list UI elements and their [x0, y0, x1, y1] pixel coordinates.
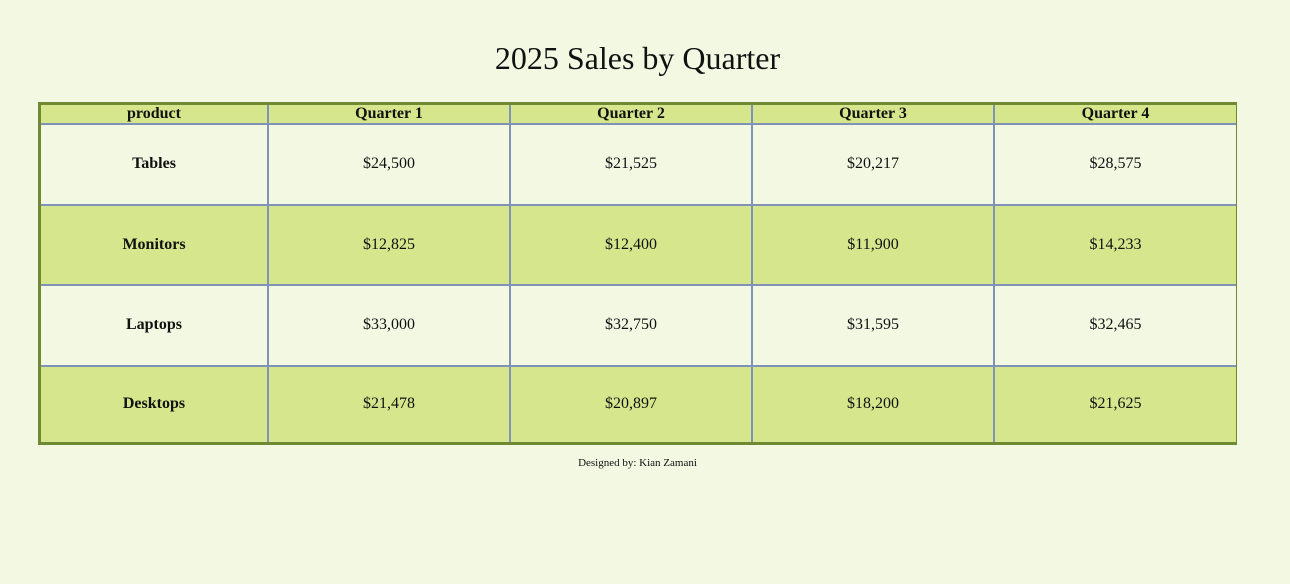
sales-cell: $11,900 [751, 203, 995, 286]
sales-cell: $20,897 [509, 364, 753, 442]
sales-cell: $12,400 [509, 203, 753, 286]
table-row: Monitors $12,825 $12,400 $11,900 $14,233 [41, 203, 1236, 286]
table-row: Tables $24,500 $21,525 $20,217 $28,575 [41, 123, 1236, 206]
footer-credit: Designed by: Kian Zamani [578, 457, 697, 469]
sales-cell: $32,750 [509, 284, 753, 367]
column-header-quarter-3: Quarter 3 [751, 105, 995, 125]
sales-cell: $20,217 [751, 123, 995, 206]
product-cell: Desktops [41, 364, 269, 442]
sales-table: product Quarter 1 Quarter 2 Quarter 3 Qu… [41, 105, 1236, 442]
sales-cell: $31,595 [751, 284, 995, 367]
product-cell: Tables [41, 123, 269, 206]
sales-cell: $14,233 [993, 203, 1236, 286]
sales-cell: $12,825 [267, 203, 511, 286]
sales-table-container: product Quarter 1 Quarter 2 Quarter 3 Qu… [38, 102, 1237, 445]
sales-cell: $32,465 [993, 284, 1236, 367]
sales-cell: $33,000 [267, 284, 511, 367]
sales-cell: $28,575 [993, 123, 1236, 206]
table-row: Laptops $33,000 $32,750 $31,595 $32,465 [41, 284, 1236, 367]
sales-cell: $24,500 [267, 123, 511, 206]
column-header-quarter-2: Quarter 2 [509, 105, 753, 125]
table-header-row: product Quarter 1 Quarter 2 Quarter 3 Qu… [41, 105, 1236, 125]
sales-cell: $21,525 [509, 123, 753, 206]
page-title: 2025 Sales by Quarter [494, 40, 781, 76]
product-cell: Monitors [41, 203, 269, 286]
column-header-quarter-4: Quarter 4 [993, 105, 1236, 125]
column-header-quarter-1: Quarter 1 [267, 105, 511, 125]
sales-cell: $21,478 [267, 364, 511, 442]
table-row: Desktops $21,478 $20,897 $18,200 $21,625 [41, 364, 1236, 442]
product-cell: Laptops [41, 284, 269, 367]
sales-cell: $21,625 [993, 364, 1236, 442]
column-header-product: product [41, 105, 269, 125]
sales-cell: $18,200 [751, 364, 995, 442]
